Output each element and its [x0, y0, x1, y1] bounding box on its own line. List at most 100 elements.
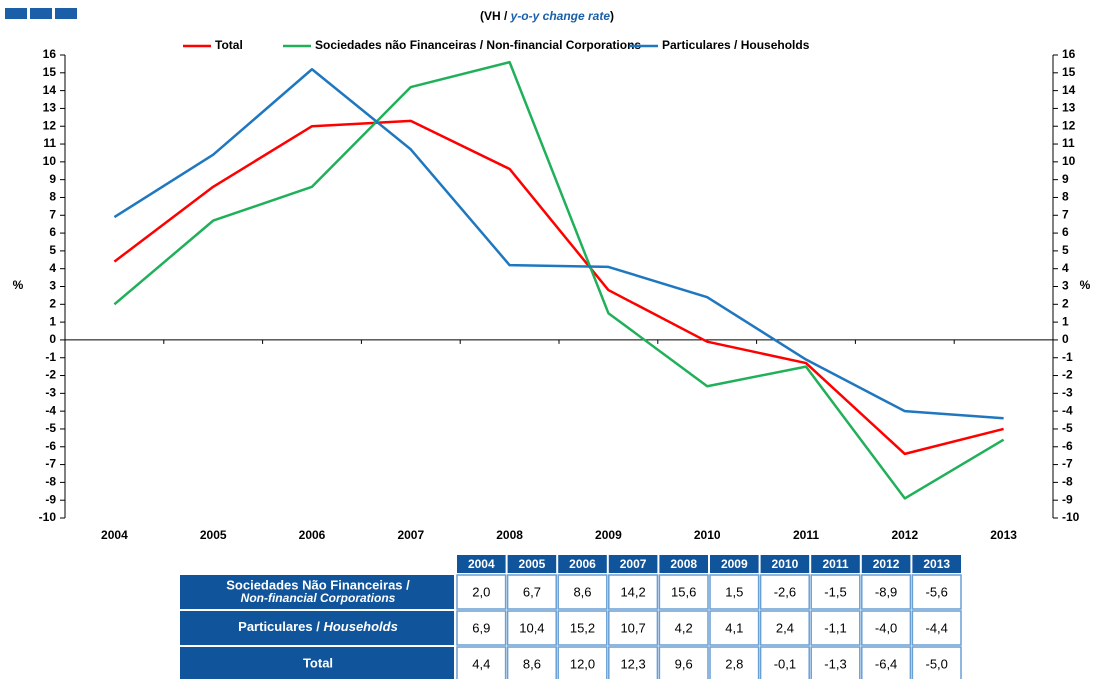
y-tick-label: 7	[49, 207, 56, 221]
y-tick-label: 9	[49, 172, 56, 186]
series-line	[113, 119, 1004, 456]
table-cell: -6,4	[875, 656, 897, 671]
logo-block	[30, 8, 52, 19]
table-cell-box	[810, 610, 861, 646]
table-header-cell	[659, 555, 708, 573]
series-line	[113, 67, 1004, 420]
table-cell-box	[911, 610, 962, 646]
x-tick-label: 2011	[793, 528, 819, 542]
y-tick-label: 0	[49, 332, 56, 346]
table-header-label: 2011	[822, 557, 848, 571]
table-cell: 15,2	[570, 620, 595, 635]
y2-tick-label: -3	[1062, 386, 1073, 400]
table-cell-box	[810, 574, 861, 610]
table-cell-box	[759, 610, 810, 646]
table-header-label: 2004	[468, 557, 495, 571]
legend-label: Sociedades não Financeiras / Non-financi…	[315, 38, 641, 52]
y2-tick-label: 2	[1062, 296, 1069, 310]
table-header-cell	[861, 555, 911, 573]
table-cell: 12,0	[570, 656, 595, 671]
table-cell: 4,4	[472, 656, 490, 671]
table-header-label: 2007	[620, 557, 647, 571]
y2-tick-label: 13	[1062, 101, 1076, 115]
table-row-header	[180, 575, 454, 609]
table-cell-box	[456, 574, 507, 610]
table-cell: -0,1	[774, 656, 796, 671]
y2-tick-label: 10	[1062, 154, 1076, 168]
y-tick-label: 6	[49, 225, 56, 239]
x-tick-label: 2008	[496, 528, 523, 542]
y-tick-label: -6	[45, 439, 56, 453]
table-cell-box	[608, 646, 659, 679]
table-cell-box	[557, 646, 608, 679]
table-cell: 2,0	[472, 584, 490, 599]
y2-tick-label: 3	[1062, 279, 1069, 293]
table-cell-box	[709, 574, 760, 610]
x-tick-label: 2012	[891, 528, 918, 542]
table-cell: 2,8	[725, 656, 743, 671]
y2-tick-label: 8	[1062, 190, 1069, 204]
table-row-label: Non-financial Corporations	[241, 591, 396, 605]
y2-tick-label: -2	[1062, 368, 1073, 382]
table-header-cell	[507, 555, 557, 573]
y-tick-label: 2	[49, 296, 56, 310]
table-row-label: Sociedades Não Financeiras /	[226, 577, 410, 592]
table-cell-box	[456, 610, 507, 646]
legend-label: Particulares / Households	[662, 38, 810, 52]
table-header-cell	[608, 555, 658, 573]
table-cell: -1,3	[824, 656, 846, 671]
y2-tick-label: 11	[1062, 136, 1075, 150]
table-row-label-part: Particulares /	[238, 619, 323, 634]
table-cell-box	[861, 610, 912, 646]
title-part: (VH /	[480, 9, 511, 23]
table-header-label: 2005	[519, 557, 546, 571]
table-cell: 15,6	[671, 584, 696, 599]
table-cell-box	[861, 574, 912, 610]
y-tick-label: 3	[49, 279, 56, 293]
table-header-label: 2012	[873, 557, 900, 571]
table-header-label: 2013	[923, 557, 950, 571]
y-tick-label: -10	[39, 510, 57, 524]
table-cell: -2,6	[774, 584, 796, 599]
y-tick-label: 10	[43, 154, 57, 168]
y2-tick-label: 6	[1062, 225, 1069, 239]
table-cell: 10,4	[519, 620, 544, 635]
y-tick-label: 16	[43, 47, 57, 61]
table-cell: -4,4	[925, 620, 947, 635]
title-part: y-o-y change rate	[510, 9, 611, 23]
y2-tick-label: -6	[1062, 439, 1073, 453]
table-cell-box	[608, 574, 659, 610]
y2-tick-label: -8	[1062, 475, 1073, 489]
table-header-cell	[811, 555, 860, 573]
x-tick-label: 2006	[299, 528, 326, 542]
table-cell-box	[506, 610, 557, 646]
table-cell-box	[658, 610, 709, 646]
y2-tick-label: -1	[1062, 350, 1073, 364]
table-cell: 9,6	[675, 656, 693, 671]
y2-tick-label: 4	[1062, 261, 1069, 275]
logo-block	[5, 8, 27, 19]
table-row-header	[180, 611, 454, 645]
table-cell-box	[557, 574, 608, 610]
y2-tick-label: 5	[1062, 243, 1069, 257]
table-header-cell	[457, 555, 506, 573]
y-axis-label: %	[13, 278, 24, 292]
y-tick-label: 15	[43, 65, 57, 79]
y-tick-label: 14	[43, 83, 57, 97]
table-cell-box	[506, 646, 557, 679]
table-header-cell	[760, 555, 810, 573]
table-cell-box	[759, 574, 810, 610]
y2-tick-label: -9	[1062, 492, 1073, 506]
y-tick-label: -5	[45, 421, 56, 435]
y2-tick-label: 15	[1062, 65, 1076, 79]
table-cell-box	[658, 646, 709, 679]
table-cell: 8,6	[573, 584, 591, 599]
y2-tick-label: 9	[1062, 172, 1069, 186]
table-header-label: 2010	[772, 557, 799, 571]
y2-tick-label: 14	[1062, 83, 1076, 97]
table-row-label: Particulares / Households	[238, 619, 398, 634]
y2-tick-label: -10	[1062, 510, 1080, 524]
x-tick-label: 2013	[990, 528, 1017, 542]
table-header-label: 2006	[569, 557, 596, 571]
